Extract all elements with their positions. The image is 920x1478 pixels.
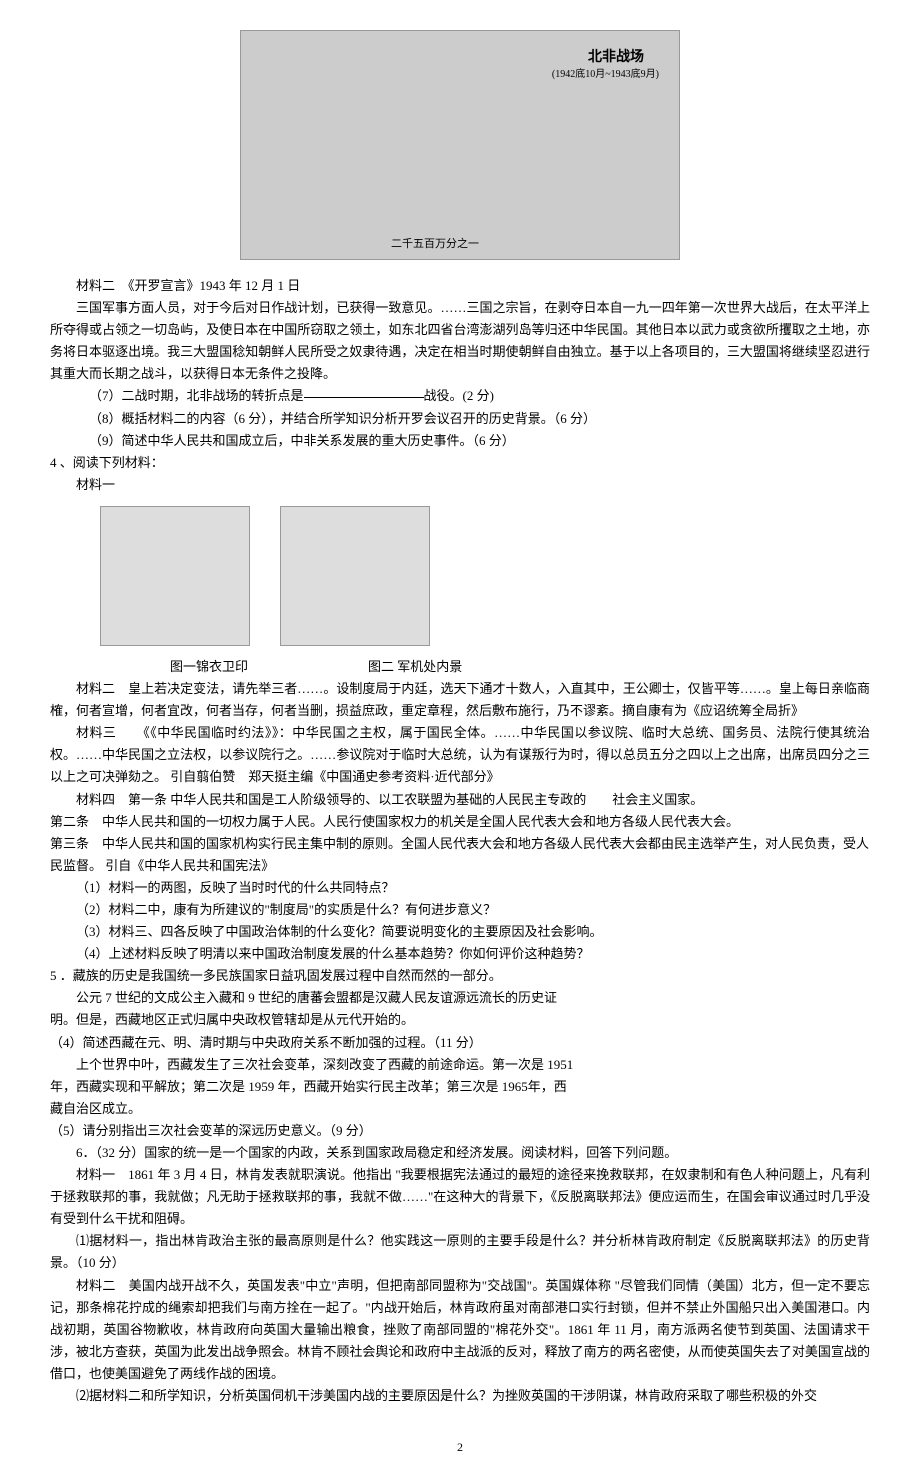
question-5-5: （5）请分别指出三次社会变革的深远历史意义。（9 分）: [50, 1120, 870, 1142]
seal-captions: 图一锦衣卫印 图二 军机处内景: [170, 656, 870, 678]
map-subtitle: (1942底10月~1943底9月): [552, 66, 659, 83]
material4-l1: 第一条 中华人民共和国是工人阶级领导的、以工农联盟为基础的人民民主专政的 社会主…: [128, 792, 703, 807]
section-6-heading: 6．（32 分）国家的统一是一个国家的内政，关系到国家政局稳定和经济发展。阅读材…: [50, 1142, 870, 1164]
material3-body: 《《中华民国临时约法》》：中华民国之主权，属于国民全体。……中华民国以参议院、临…: [50, 725, 870, 784]
question-4-2: （2）材料二中，康有为所建议的"制度局"的实质是什么？有何进步意义？: [50, 899, 870, 921]
section5-body3: 上个世界中叶，西藏发生了三次社会变革，深刻改变了西藏的前途命运。第一次是 195…: [50, 1054, 870, 1076]
question-9: （9）简述中华人民共和国成立后，中非关系发展的重大历史事件。（6 分）: [50, 430, 870, 452]
seal-image-2: [280, 506, 430, 646]
section-5-heading: 5 ．藏族的历史是我国统一多民族国家日益巩固发展过程中自然而然的一部分。: [50, 965, 870, 987]
section5-body4: 年，西藏实现和平解放；第二次是 1959 年，西藏开始实行民主改革；第三次是 1…: [50, 1076, 870, 1098]
seal-image-1: [100, 506, 250, 646]
section6-m1-heading: 材料一: [76, 1167, 115, 1182]
question-4-1: （1）材料一的两图，反映了当时时代的什么共同特点？: [50, 877, 870, 899]
blank-line: [304, 397, 424, 398]
material2b-body: 皇上若决定变法，请先举三者……。设制度局于内廷，选天下通才十数人，入直其中，王公…: [50, 681, 870, 718]
question-4-4: （4）上述材料反映了明清以来中国政治制度发展的什么基本趋势？你如何评价这种趋势？: [50, 943, 870, 965]
question-6-2: ⑵据材料二和所学知识，分析英国伺机干涉美国内战的主要原因是什么？为挫败英国的干涉…: [50, 1385, 870, 1407]
material4-line1: 材料四 第一条 中华人民共和国是工人阶级领导的、以工农联盟为基础的人民民主专政的…: [50, 789, 870, 811]
material4-line3: 第三条 中华人民共和国的国家机构实行民主集中制的原则。全国人民代表大会和地方各级…: [50, 833, 870, 877]
question-6-1: ⑴据材料一，指出林肯政治主张的最高原则是什么？他实践这一原则的主要手段是什么？并…: [50, 1230, 870, 1274]
section5-body2: 明。但是，西藏地区正式归属中央政权管辖却是从元代开始的。: [50, 1009, 870, 1031]
material3: 材料三 《《中华民国临时约法》》：中华民国之主权，属于国民全体。……中华民国以参…: [50, 722, 870, 788]
caption-1: 图一锦衣卫印: [170, 656, 248, 678]
question-7: （7）二战时期，北非战场的转折点是 战役。(2 分): [50, 385, 870, 407]
seal-images-container: [100, 506, 870, 646]
section6-m1: 材料一 1861 年 3 月 4 日，林肯发表就职演说。他指出 "我要根据宪法通…: [50, 1164, 870, 1230]
map-scale: 二千五百万分之一: [391, 235, 479, 254]
question-5-4: （4）简述西藏在元、明、清时期与中央政府关系不断加强的过程。（11 分）: [50, 1032, 870, 1054]
section5-body5: 藏自治区成立。: [50, 1098, 870, 1120]
section6-m1-body: 1861 年 3 月 4 日，林肯发表就职演说。他指出 "我要根据宪法通过的最短…: [50, 1167, 870, 1226]
material4-line2: 第二条 中华人民共和国的一切权力属于人民。人民行使国家权力的机关是全国人民代表大…: [50, 811, 870, 833]
section5-body1: 公元 7 世纪的文成公主入藏和 9 世纪的唐蕃会盟都是汉藏人民友谊源远流长的历史…: [50, 987, 870, 1009]
material3-heading: 材料三: [76, 725, 116, 740]
map-figure: 北非战场 (1942底10月~1943底9月) 二千五百万分之一: [240, 30, 680, 260]
q7-prefix: （7）二战时期，北非战场的转折点是: [89, 388, 304, 403]
material2-body: 三国军事方面人员，对于今后对日作战计划，已获得一致意见。……三国之宗旨，在剥夺日…: [50, 297, 870, 385]
material2b: 材料二 皇上若决定变法，请先举三者……。设制度局于内廷，选天下通才十数人，入直其…: [50, 678, 870, 722]
caption-2: 图二 军机处内景: [368, 656, 462, 678]
section-4-heading: 4 、阅读下列材料：: [50, 452, 870, 474]
question-8: （8）概括材料二的内容（6 分），并结合所学知识分析开罗会议召开的历史背景。（6…: [50, 408, 870, 430]
material2b-heading: 材料二: [76, 681, 115, 696]
section6-m2-heading: 材料二: [76, 1278, 116, 1293]
section6-m2-body: 美国内战开战不久，英国发表"中立"声明，但把南部同盟称为"交战国"。英国媒体称 …: [50, 1278, 870, 1381]
section6-m2: 材料二 美国内战开战不久，英国发表"中立"声明，但把南部同盟称为"交战国"。英国…: [50, 1275, 870, 1385]
material2-heading: 材料二 《开罗宣言》1943 年 12 月 1 日: [50, 275, 870, 297]
q7-suffix: 战役。(2 分): [424, 388, 494, 403]
material1-label: 材料一: [50, 474, 870, 496]
question-4-3: （3）材料三、四各反映了中国政治体制的什么变化？简要说明变化的主要原因及社会影响…: [50, 921, 870, 943]
page-number: 2: [50, 1437, 870, 1457]
material4-heading: 材料四: [76, 792, 115, 807]
